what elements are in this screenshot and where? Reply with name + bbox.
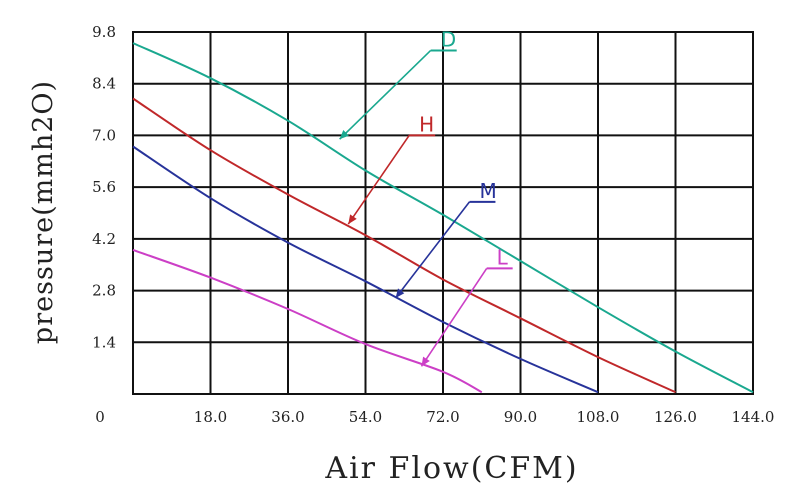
series-line-l xyxy=(132,248,483,394)
series-labels: D H M L xyxy=(339,27,513,367)
series-callout-m: M xyxy=(395,179,497,299)
series-pointer-l xyxy=(420,267,488,367)
y-tick-label-5: 8.4 xyxy=(92,75,116,93)
series-pointer-d xyxy=(339,49,432,140)
x-tick-label-3: 54.0 xyxy=(349,408,382,426)
y-tick-label-3: 5.6 xyxy=(92,178,116,196)
series-line-m xyxy=(132,145,599,394)
x-tick-label-4: 72.0 xyxy=(426,408,459,426)
series-arrowhead-d xyxy=(339,130,349,140)
x-tick-label-8: 144.0 xyxy=(732,408,775,426)
series-line-h xyxy=(132,97,676,394)
x-tick-label-7: 126.0 xyxy=(654,408,697,426)
x-tick-label-1: 18.0 xyxy=(194,408,227,426)
x-axis-title: Air Flow(CFM) xyxy=(324,451,578,486)
y-tick-label-2: 4.2 xyxy=(92,230,116,248)
x-tick-label-6: 108.0 xyxy=(577,408,620,426)
tick-labels: 0 18.0 36.0 54.0 72.0 90.0 108.0 126.0 144.0 1.4 2… xyxy=(92,23,774,426)
series-label-l: L xyxy=(497,245,509,269)
y-tick-label-0: 1.4 xyxy=(92,333,116,351)
series-arrowhead-l xyxy=(421,356,430,367)
series-lines xyxy=(132,42,754,394)
y-tick-label-6: 9.8 xyxy=(92,23,116,41)
x-tick-label-0: 0 xyxy=(95,408,105,426)
series-label-h: H xyxy=(419,112,434,136)
series-line-d xyxy=(132,42,754,394)
y-tick-label-4: 7.0 xyxy=(92,126,116,144)
series-label-d: D xyxy=(441,27,456,51)
series-arrowhead-m xyxy=(395,288,405,298)
x-tick-label-2: 36.0 xyxy=(271,408,304,426)
series-callout-l: L xyxy=(420,245,513,367)
series-pointer-m xyxy=(395,201,471,299)
series-pointer-h xyxy=(347,134,410,225)
y-tick-label-1: 2.8 xyxy=(92,282,116,300)
x-tick-label-5: 90.0 xyxy=(504,408,537,426)
series-callout-d: D xyxy=(339,27,457,140)
series-label-m: M xyxy=(479,179,496,203)
y-axis-title: pressure(mmh2O) xyxy=(28,80,59,344)
series-callout-h: H xyxy=(347,112,436,225)
series-arrowhead-h xyxy=(348,214,357,225)
